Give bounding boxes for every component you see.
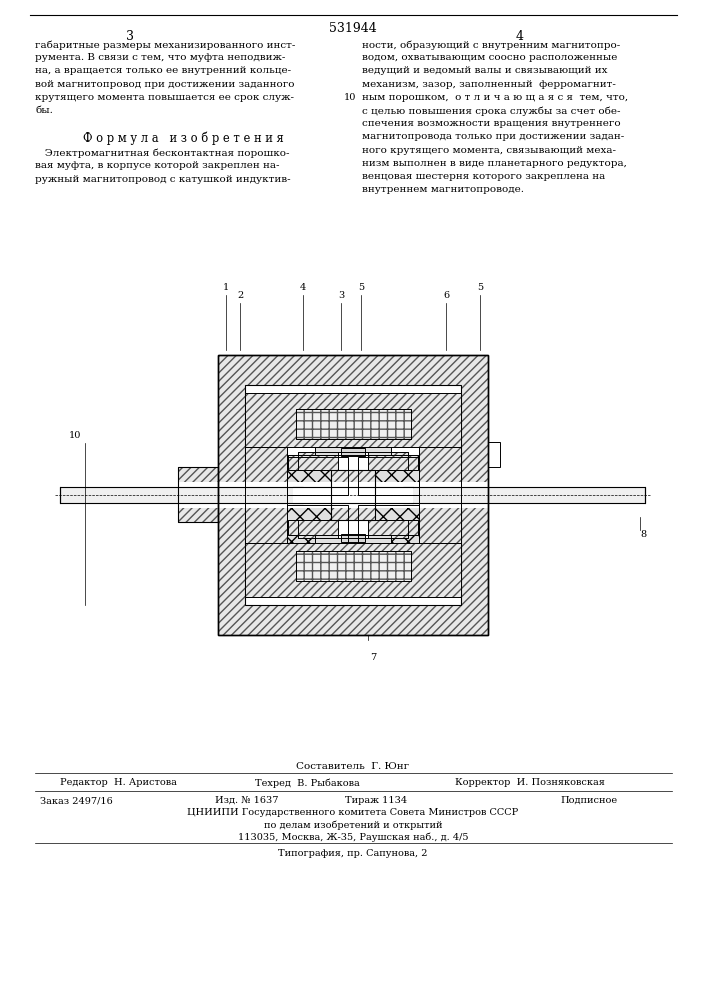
Bar [296, 551, 411, 581]
Bar [338, 452, 368, 538]
Bar [419, 447, 461, 543]
Text: румента. В связи с тем, что муфта неподвиж-: румента. В связи с тем, что муфта неподв… [35, 53, 286, 62]
Bar [331, 470, 375, 520]
Text: по делам изобретений и открытий: по делам изобретений и открытий [264, 820, 443, 830]
Bar [419, 447, 461, 543]
Bar [218, 355, 488, 635]
Bar [358, 457, 419, 495]
Text: 4: 4 [516, 30, 524, 43]
Text: Техред  В. Рыбакова: Техред В. Рыбакова [255, 778, 360, 788]
Text: на, а вращается только ее внутренний кольце-: на, а вращается только ее внутренний кол… [35, 66, 291, 75]
Bar [287, 505, 348, 543]
Bar [218, 355, 488, 635]
Text: Типография, пр. Сапунова, 2: Типография, пр. Сапунова, 2 [279, 849, 428, 858]
Bar [315, 447, 391, 459]
Text: ного крутящего момента, связывающий меха-: ного крутящего момента, связывающий меха… [362, 146, 616, 155]
Bar [245, 393, 461, 447]
Text: Тираж 1134: Тираж 1134 [345, 796, 407, 805]
Bar [341, 534, 365, 542]
Bar [287, 505, 348, 543]
Bar [288, 520, 418, 535]
Text: ведущий и ведомый валы и связывающий их: ведущий и ведомый валы и связывающий их [362, 66, 607, 75]
Text: водом, охватывающим соосно расположенные: водом, охватывающим соосно расположенные [362, 53, 617, 62]
Text: ности, образующий с внутренним магнитопро-: ности, образующий с внутренним магнитопр… [362, 40, 620, 49]
Bar [288, 455, 418, 470]
Text: габаритные размеры механизированного инст-: габаритные размеры механизированного инс… [35, 40, 296, 49]
Text: Корректор  И. Позняковская: Корректор И. Позняковская [455, 778, 605, 787]
Text: 2: 2 [237, 291, 243, 300]
Text: Заказ 2497/16: Заказ 2497/16 [40, 796, 112, 805]
Text: вой магнитопровод при достижении заданного: вой магнитопровод при достижении заданно… [35, 80, 295, 89]
Text: ружный магнитопровод с катушкой индуктив-: ружный магнитопровод с катушкой индуктив… [35, 175, 291, 184]
Bar [298, 452, 408, 470]
Text: бы.: бы. [35, 106, 53, 115]
Text: 3: 3 [338, 291, 344, 300]
Text: внутреннем магнитопроводе.: внутреннем магнитопроводе. [362, 185, 524, 194]
Text: 1: 1 [223, 283, 229, 292]
Bar [60, 487, 303, 503]
Bar [245, 447, 287, 543]
Text: Изд. № 1637: Изд. № 1637 [215, 796, 279, 805]
Text: 8: 8 [640, 530, 646, 539]
Bar [178, 467, 218, 522]
Bar [178, 467, 218, 522]
Bar [298, 452, 408, 470]
Text: Электромагнитная бесконтактная порошко-: Электромагнитная бесконтактная порошко- [35, 148, 289, 158]
Text: 531944: 531944 [329, 22, 377, 35]
Text: Ф о р м у л а   и з о б р е т е н и я: Ф о р м у л а и з о б р е т е н и я [83, 131, 284, 145]
Text: 6: 6 [443, 291, 449, 300]
Bar [245, 543, 461, 597]
Bar [315, 531, 391, 543]
Text: Подписное: Подписное [560, 796, 617, 805]
Text: с целью повышения срока службы за счет обе-: с целью повышения срока службы за счет о… [362, 106, 621, 115]
Bar [245, 385, 461, 605]
Bar [298, 520, 408, 538]
Text: 5: 5 [477, 283, 483, 292]
Text: 10: 10 [344, 93, 356, 102]
Bar [488, 483, 503, 507]
Bar [218, 355, 488, 635]
Text: ным порошком,  о т л и ч а ю щ а я с я  тем, что,: ным порошком, о т л и ч а ю щ а я с я те… [362, 93, 628, 102]
Text: низм выполнен в виде планетарного редуктора,: низм выполнен в виде планетарного редукт… [362, 159, 627, 168]
Bar [287, 457, 348, 495]
Bar [288, 520, 418, 535]
Bar [403, 487, 645, 503]
Bar [296, 409, 411, 439]
Text: 7: 7 [370, 653, 376, 662]
Bar [287, 457, 348, 495]
Text: 4: 4 [300, 283, 306, 292]
Text: ЦНИИПИ Государственного комитета Совета Министров СССР: ЦНИИПИ Государственного комитета Совета … [187, 808, 519, 817]
Bar [245, 393, 461, 447]
Text: вая муфта, в корпусе которой закреплен на-: вая муфта, в корпусе которой закреплен н… [35, 161, 279, 170]
Bar [293, 487, 413, 503]
Bar [331, 470, 375, 520]
Bar [358, 457, 419, 495]
Bar [60, 482, 645, 508]
Bar [341, 448, 365, 456]
Text: 3: 3 [126, 30, 134, 43]
Bar [298, 520, 408, 538]
Bar [288, 455, 418, 470]
Text: Составитель  Г. Юнг: Составитель Г. Юнг [296, 762, 409, 771]
Text: магнитопровода только при достижении задан-: магнитопровода только при достижении зад… [362, 132, 624, 141]
Bar [358, 505, 419, 543]
Bar [358, 505, 419, 543]
Bar [296, 409, 411, 439]
Text: венцовая шестерня которого закреплена на: венцовая шестерня которого закреплена на [362, 172, 605, 181]
Text: крутящего момента повышается ее срок служ-: крутящего момента повышается ее срок слу… [35, 93, 294, 102]
Bar [296, 551, 411, 581]
Text: 113035, Москва, Ж-35, Раушская наб., д. 4/5: 113035, Москва, Ж-35, Раушская наб., д. … [238, 832, 468, 842]
Text: механизм, зазор, заполненный  ферромагнит-: механизм, зазор, заполненный ферромагнит… [362, 80, 616, 89]
Text: Редактор  Н. Аристова: Редактор Н. Аристова [60, 778, 177, 787]
Bar [245, 447, 287, 543]
Text: спечения возможности вращения внутреннего: спечения возможности вращения внутреннег… [362, 119, 621, 128]
Text: 10: 10 [69, 431, 81, 440]
Bar [488, 442, 500, 467]
Bar [245, 543, 461, 597]
Text: 5: 5 [358, 283, 364, 292]
